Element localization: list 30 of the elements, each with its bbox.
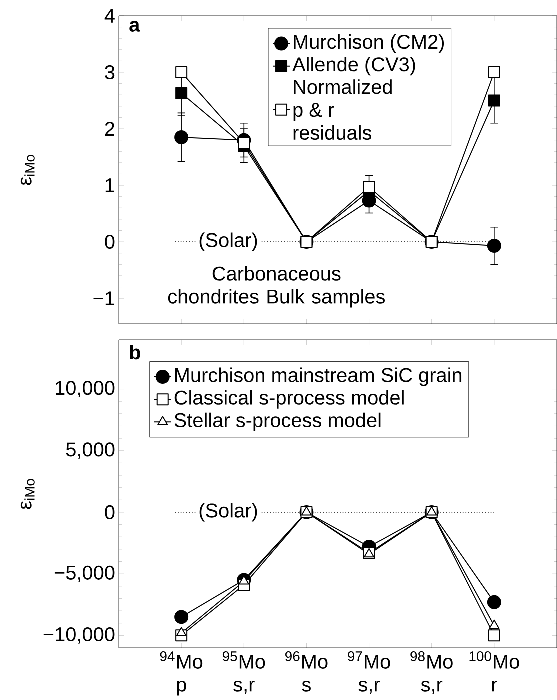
y-tick-label: 3: [105, 65, 115, 80]
x-tick-label: $^{97}$Mo s,r: [348, 652, 390, 694]
x-tick-label: $^{96}$Mo s: [286, 652, 328, 692]
ref-line-label: (Solar): [200, 503, 258, 522]
legend-label: Allende (CV3): [292, 57, 416, 76]
x-tick-label: $^{98}$Mo s,r: [410, 652, 453, 694]
y-tick-label: 0: [105, 235, 115, 250]
legend-label: Classical s-process model: [174, 390, 404, 409]
y-tick-label: −1: [94, 292, 115, 306]
legend-label: Murchison mainstream SiC grain: [176, 368, 462, 386]
chart-title: b: [130, 345, 140, 360]
y-tick-label: −10,000: [44, 627, 115, 644]
y-tick-label: 4: [104, 9, 115, 23]
y-axis-title: ε$_{iMo}$: [20, 155, 35, 186]
y-tick-label: 1: [106, 178, 115, 192]
legend-label: Normalized p & r residuals: [294, 80, 392, 140]
y-tick-label: 10,000: [56, 381, 115, 398]
annotation: Carbonaceous chondrites Bulk samples: [168, 266, 385, 308]
y-tick-label: 0: [105, 505, 115, 520]
y-tick-label: 2: [105, 122, 114, 136]
x-tick-label: $^{94}$Mo p: [160, 652, 203, 696]
legend-label: Murchison (CM2): [294, 34, 444, 54]
y-tick-label: −5,000: [54, 566, 115, 582]
x-tick-label: $^{95}$Mo s,r: [222, 652, 266, 694]
legend-label: Stellar s-process model: [174, 412, 381, 432]
ref-line-label: (Solar): [200, 232, 258, 252]
chart-title: a: [130, 21, 140, 32]
y-tick-label: 5,000: [66, 442, 115, 460]
x-tick-label: $^{100}$Mo r: [470, 652, 520, 692]
y-axis-title: ε$_{iMo}$: [20, 479, 35, 510]
